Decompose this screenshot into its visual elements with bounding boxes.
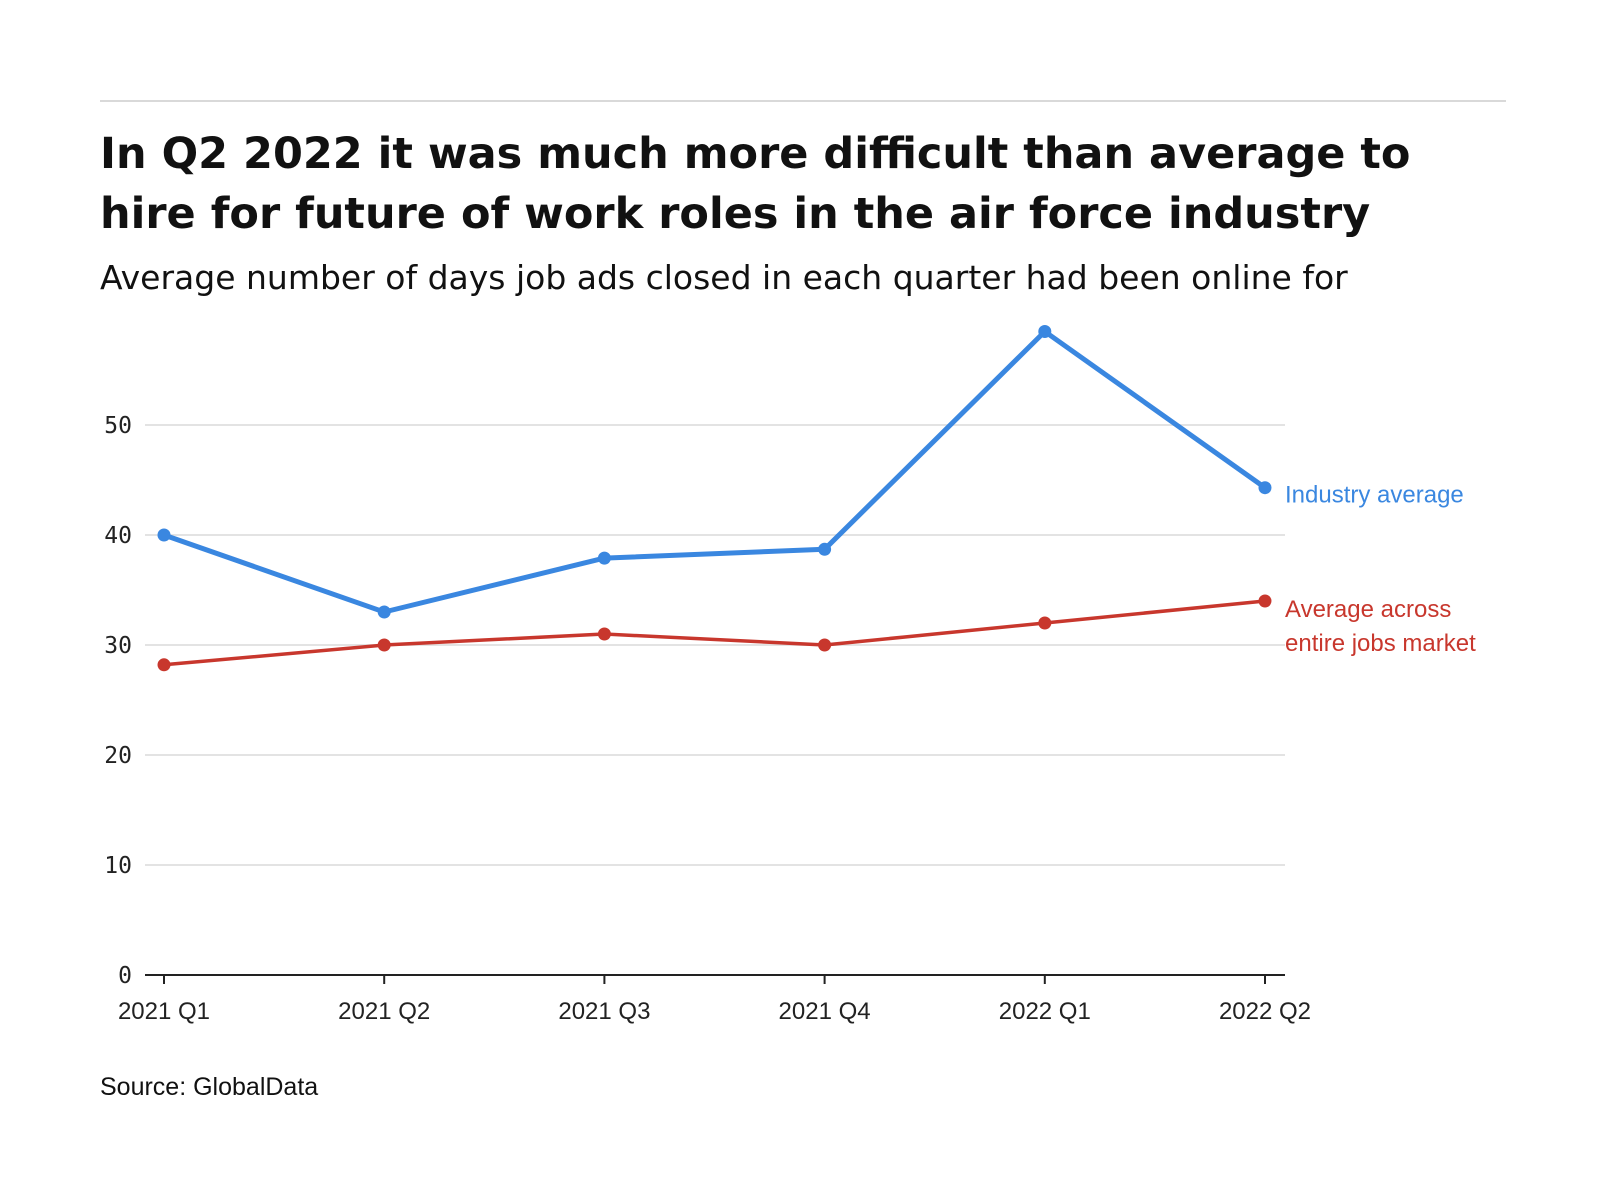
- data-point: [1038, 616, 1052, 630]
- x-tick-label: 2021 Q3: [558, 998, 650, 1025]
- gridlines: [145, 424, 1285, 866]
- y-tick-label: 0: [118, 963, 132, 989]
- x-tick-label: 2021 Q4: [779, 998, 871, 1025]
- series-label: Industry average: [1285, 482, 1464, 509]
- y-tick-label: 30: [104, 633, 132, 659]
- y-tick-label: 40: [104, 523, 132, 549]
- series-line: [161, 329, 1268, 615]
- y-tick-label: 20: [104, 743, 132, 769]
- data-point: [1258, 481, 1272, 495]
- series-label: Average across: [1285, 596, 1451, 623]
- y-tick-label: 10: [104, 853, 132, 879]
- data-point: [597, 551, 611, 565]
- data-point: [1038, 325, 1052, 338]
- x-tick-label: 2021 Q1: [118, 998, 210, 1025]
- series-line: [162, 599, 1267, 667]
- series-labels: Industry average Average across entire job…: [1285, 482, 1476, 657]
- data-point: [818, 638, 832, 652]
- data-point: [818, 542, 832, 556]
- axes: 0 10 20 30 40 50 2021 Q1 2021 Q2 2021 Q3 2021 Q4 2…: [104, 413, 1311, 1025]
- source-note: Source: GlobalData: [100, 1073, 319, 1101]
- chart-subtitle: Average number of days job ads closed in…: [100, 258, 1348, 297]
- data-point: [157, 528, 171, 542]
- data-point: [377, 605, 391, 619]
- x-tick-label: 2021 Q2: [338, 998, 430, 1025]
- x-tick-label: 2022 Q2: [1219, 998, 1311, 1025]
- x-tick-label: 2022 Q1: [999, 998, 1091, 1025]
- data-point: [157, 658, 171, 672]
- data-point: [377, 638, 391, 652]
- series-lines: [157, 325, 1272, 672]
- data-point: [597, 627, 611, 641]
- top-divider: [100, 100, 1506, 102]
- y-tick-label: 50: [104, 413, 132, 439]
- chart-title: In Q2 2022 it was much more difficult th…: [100, 129, 1411, 239]
- series-label: entire jobs market: [1285, 630, 1476, 657]
- data-point: [1258, 594, 1272, 608]
